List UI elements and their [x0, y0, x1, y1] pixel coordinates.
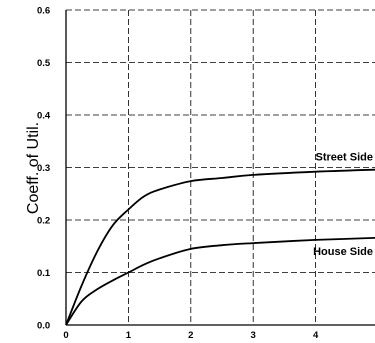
y-tick-label: 0.4 [37, 111, 51, 122]
y-axis-label: Coeff. of Util. [25, 122, 42, 214]
x-tick-label: 1 [126, 330, 132, 341]
series-line-street-side [65, 168, 375, 326]
series-labels: Street Side House Side [313, 152, 373, 258]
axes [65, 10, 375, 326]
y-tick-labels: 0.0 0.1 0.2 0.3 0.4 0.5 0.6 [37, 6, 51, 332]
x-tick-label: 3 [251, 330, 256, 341]
y-tick-label: 0.6 [37, 6, 50, 17]
grid [66, 9, 375, 325]
x-tick-label: 0 [63, 330, 68, 341]
x-tick-label: 4 [313, 330, 319, 341]
x-tick-labels: 012345 [63, 330, 319, 341]
series-lines [65, 168, 375, 326]
y-tick-label: 0.1 [37, 268, 51, 279]
series-label-house-side: House Side [313, 246, 373, 258]
y-tick-label: 0.3 [37, 163, 50, 174]
series-label-street-side: Street Side [316, 152, 373, 164]
y-tick-label: 0.2 [37, 216, 50, 227]
x-tick-label: 2 [188, 330, 193, 341]
y-tick-label: 0.5 [37, 58, 51, 69]
series-line-house-side [65, 237, 375, 326]
y-tick-label: 0.0 [37, 321, 50, 332]
